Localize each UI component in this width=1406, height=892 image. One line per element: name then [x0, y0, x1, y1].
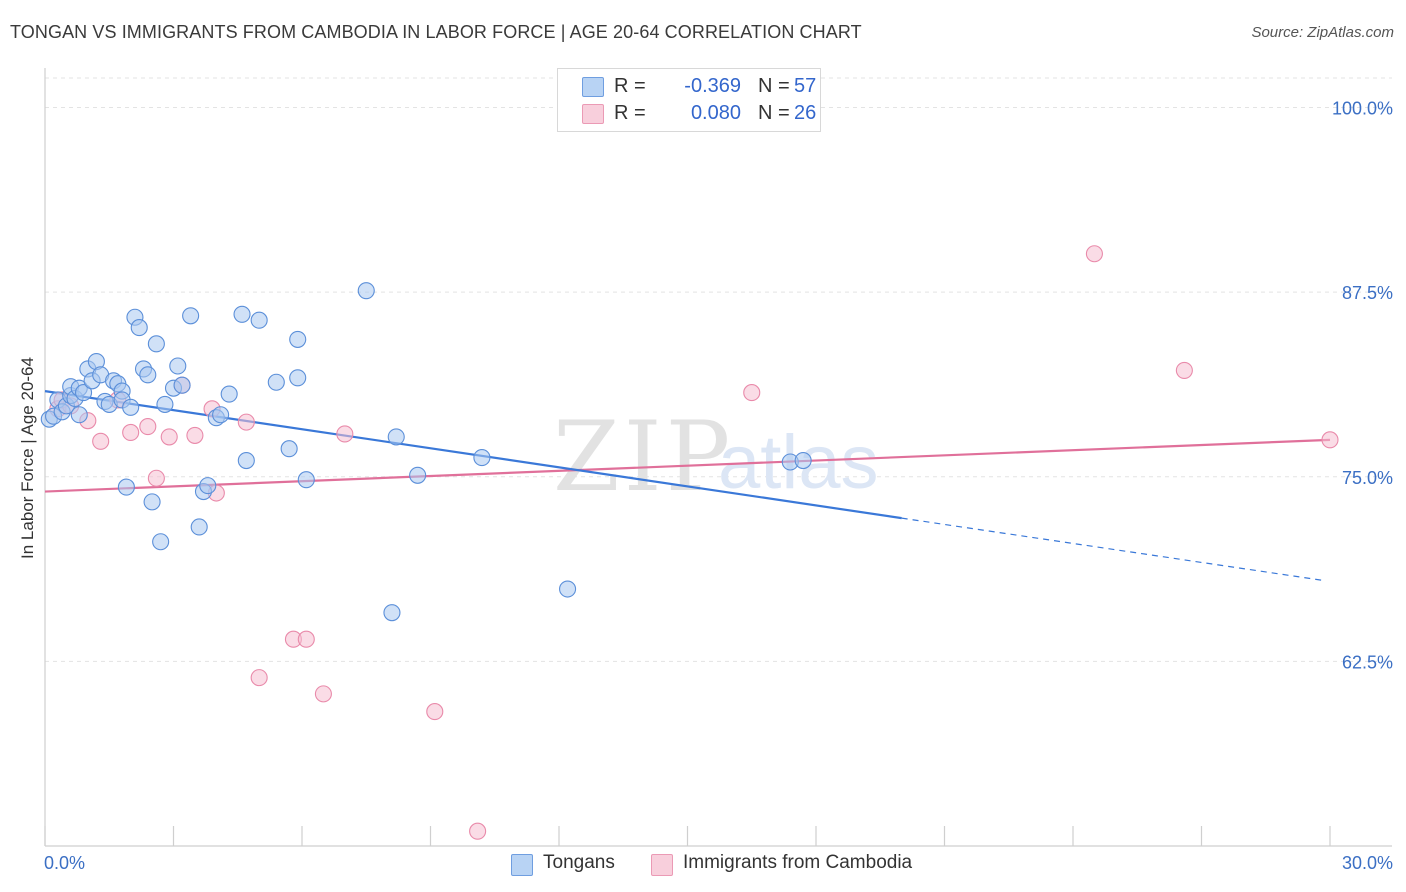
data-point-tongans — [387, 428, 405, 446]
y-axis-title: In Labor Force | Age 20-64 — [18, 357, 37, 559]
data-point-tongans — [220, 385, 238, 403]
series-label-tongans: Tongans — [543, 852, 615, 873]
legend-r-value: 0.080 — [690, 102, 741, 124]
tick-label-layer: 62.5% 75.0% 87.5% 100.0% 0.0% 30.0% — [44, 99, 1393, 873]
data-point-tongans — [357, 282, 375, 300]
data-point-tongans — [173, 376, 191, 394]
trendline-cambodia — [44, 438, 1331, 493]
trendline-tongans — [44, 390, 902, 520]
data-point-tongans — [190, 518, 208, 536]
data-point-cambodia — [743, 384, 761, 402]
data-point-tongans — [169, 357, 187, 375]
data-point-cambodia — [1175, 361, 1193, 379]
data-point-cambodia — [160, 428, 178, 446]
data-point-tongans — [233, 305, 251, 323]
trendline-tongans-extension — [901, 517, 1322, 581]
data-point-tongans — [147, 335, 165, 353]
legend-n-label: N = — [758, 102, 790, 124]
legend-r-label: R = — [614, 102, 646, 124]
chart-title: TONGAN VS IMMIGRANTS FROM CAMBODIA IN LA… — [10, 22, 862, 42]
data-point-tongans — [130, 319, 148, 337]
data-point-tongans — [182, 307, 200, 325]
data-point-cambodia — [92, 432, 110, 450]
data-point-tongans — [143, 493, 161, 511]
legend-n-label: N = — [758, 75, 790, 97]
y-tick-label: 87.5% — [1342, 283, 1393, 303]
x-tick-label: 0.0% — [44, 853, 85, 873]
data-point-tongans — [152, 533, 170, 551]
data-point-cambodia — [426, 703, 444, 721]
data-point-tongans — [70, 406, 88, 424]
data-point-cambodia — [1321, 431, 1339, 449]
data-point-cambodia — [314, 685, 332, 703]
points-layer — [40, 245, 1339, 840]
data-point-cambodia — [336, 425, 354, 443]
data-point-tongans — [237, 451, 255, 470]
legend-n-value: 26 — [794, 102, 817, 124]
legend-swatch-tongans — [582, 77, 604, 97]
y-tick-label: 62.5% — [1342, 652, 1393, 672]
legend-r-value: -0.369 — [684, 75, 741, 97]
trend-layer — [44, 390, 1331, 581]
series-swatch-cambodia — [651, 854, 673, 876]
data-point-cambodia — [250, 669, 268, 687]
data-point-cambodia — [147, 469, 165, 487]
data-point-tongans — [199, 477, 217, 495]
data-point-tongans — [794, 451, 812, 470]
data-point-tongans — [139, 366, 157, 384]
data-point-cambodia — [237, 413, 255, 431]
x-tick-label: 30.0% — [1342, 853, 1393, 873]
series-legend: Tongans Immigrants from Cambodia — [0, 852, 1406, 878]
data-point-tongans — [156, 395, 174, 413]
data-point-tongans — [559, 580, 577, 598]
data-point-cambodia — [297, 630, 315, 648]
series-swatch-tongans — [511, 854, 533, 876]
data-point-tongans — [409, 466, 427, 484]
data-point-tongans — [250, 311, 268, 329]
data-point-cambodia — [1085, 245, 1103, 263]
data-point-cambodia — [469, 822, 487, 840]
data-point-tongans — [297, 471, 315, 489]
legend-r-label: R = — [614, 75, 646, 97]
data-point-tongans — [117, 478, 135, 496]
data-point-cambodia — [139, 418, 157, 436]
data-point-tongans — [280, 440, 298, 458]
data-point-tongans — [473, 449, 491, 467]
y-tick-label: 75.0% — [1342, 468, 1393, 488]
series-label-cambodia: Immigrants from Cambodia — [683, 852, 913, 873]
correlation-legend: R = -0.369 N = 57 R = 0.080 N = 26 — [557, 68, 821, 132]
data-point-cambodia — [186, 426, 204, 444]
data-point-tongans — [75, 384, 93, 402]
data-point-tongans — [289, 369, 307, 387]
legend-swatch-cambodia — [582, 104, 604, 124]
data-point-tongans — [267, 373, 285, 391]
axes-layer — [44, 68, 1392, 847]
y-tick-label: 100.0% — [1332, 99, 1393, 119]
watermark: ZIP atlas — [553, 401, 879, 513]
data-point-tongans — [212, 406, 230, 424]
data-point-cambodia — [122, 423, 140, 442]
data-point-tongans — [383, 604, 401, 622]
watermark-zip: ZIP — [553, 401, 734, 513]
legend-n-value: 57 — [794, 75, 817, 97]
source-credit: Source: ZipAtlas.com — [1251, 24, 1394, 41]
data-point-tongans — [122, 398, 140, 416]
data-point-tongans — [289, 330, 307, 348]
